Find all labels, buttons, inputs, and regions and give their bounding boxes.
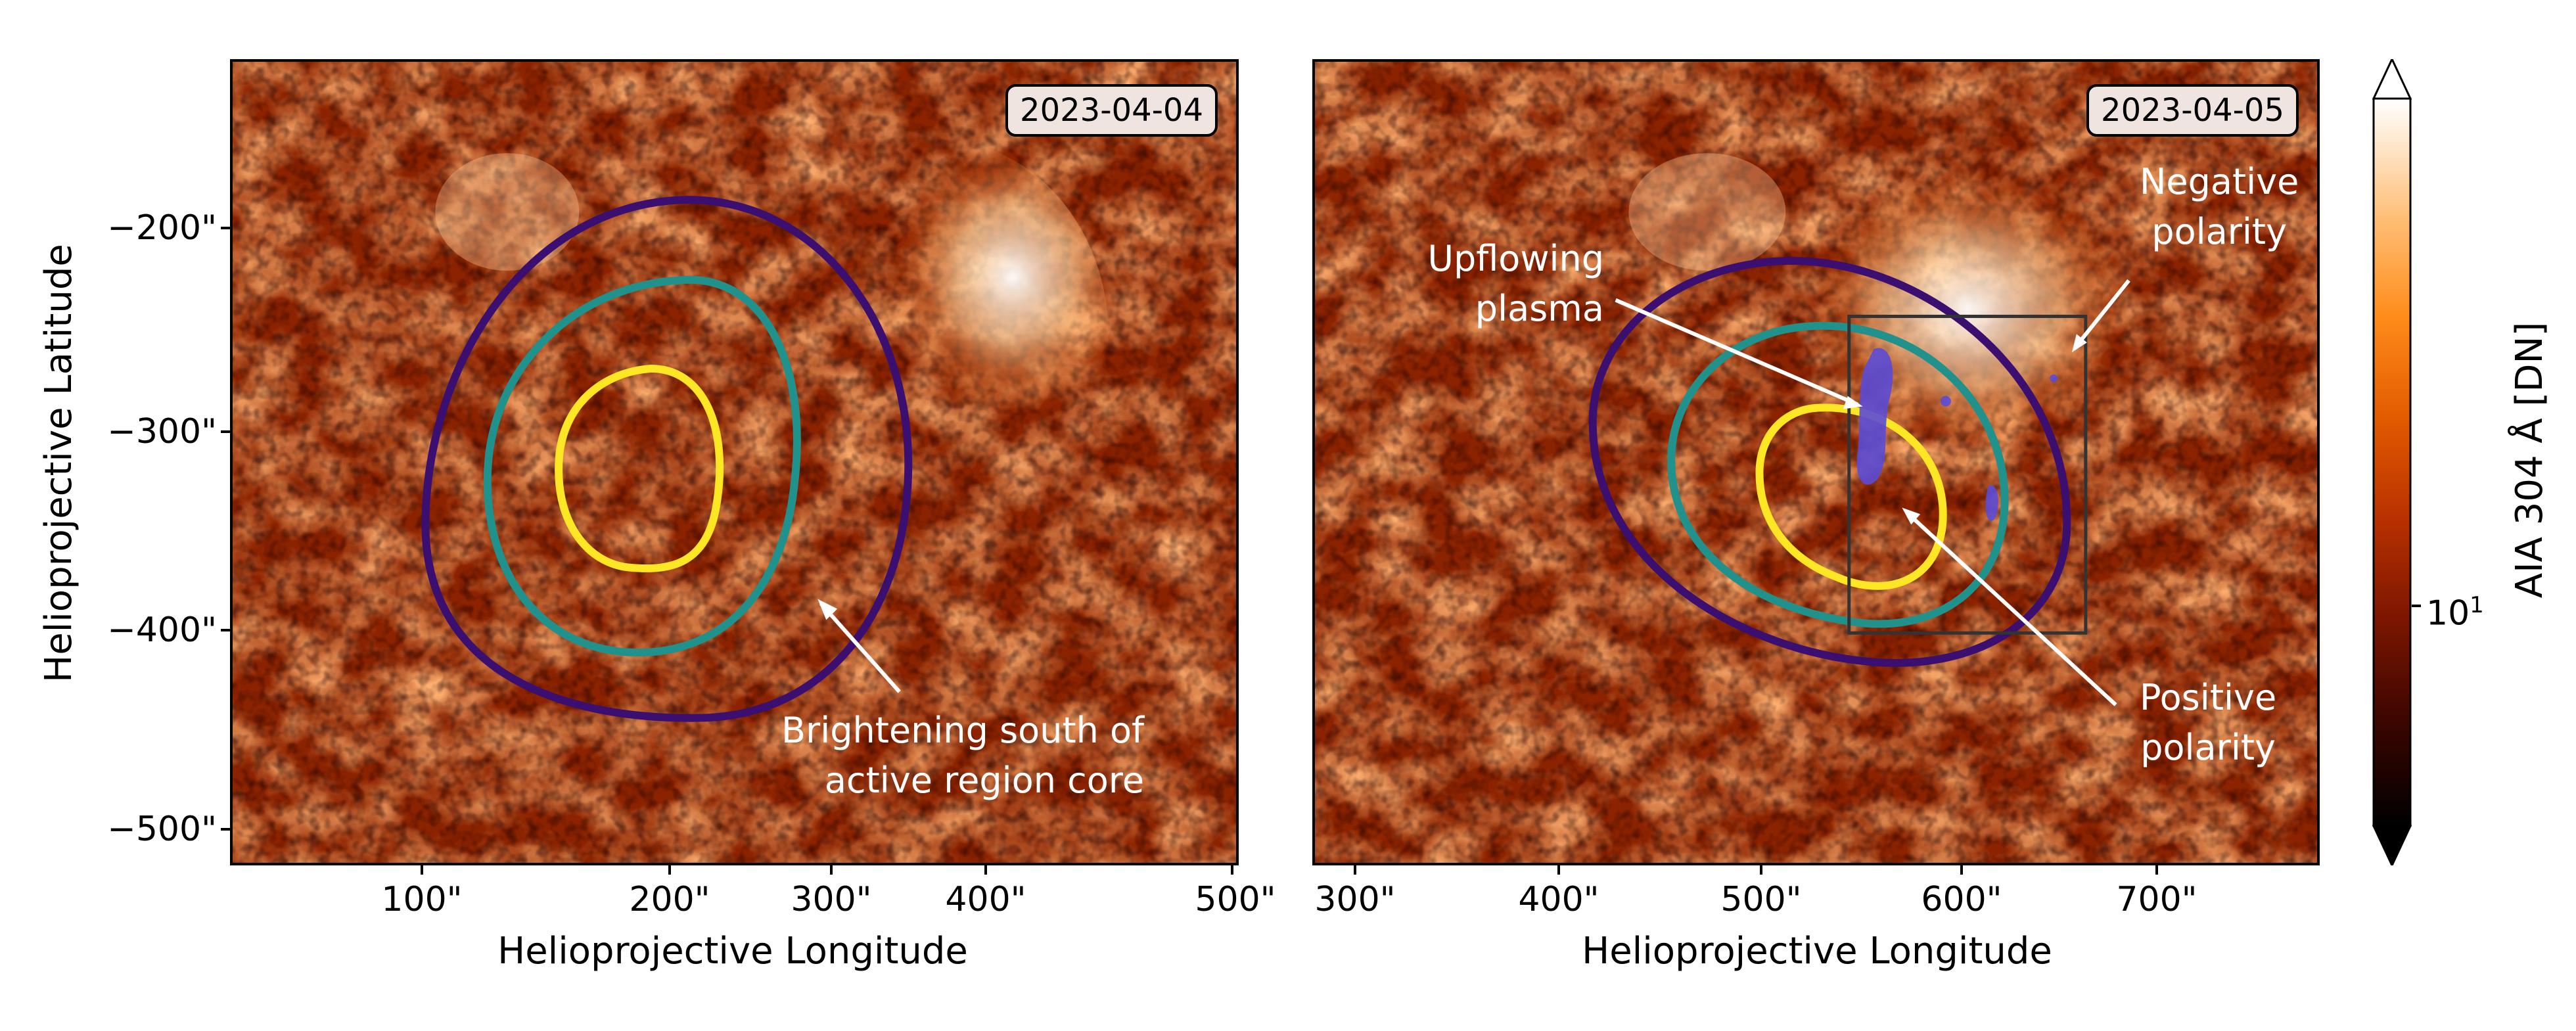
contour-inner-left <box>555 364 724 572</box>
x-axis-title-left: Helioprojective Longitude <box>497 930 968 973</box>
contour-outer-right <box>1588 257 2071 667</box>
x-tick-label-right: 500" <box>1720 880 1802 919</box>
upflow-region-dot-2 <box>2050 374 2058 382</box>
x-tick-label-left: 400" <box>945 880 1026 919</box>
date-badge-left: 2023-04-04 <box>1005 84 1218 137</box>
colorbar <box>2372 59 2412 865</box>
upflow-region-main <box>1856 348 1893 485</box>
y-tick-label: −200" <box>107 208 217 248</box>
upflow-region-east <box>1985 485 1998 521</box>
y-axis-title: Helioprojective Latitude <box>37 244 80 683</box>
x-tick-label-left: 300" <box>791 880 872 919</box>
annotation-arrow-upflow <box>1615 298 1858 407</box>
aia-304-image-right <box>1315 62 2317 863</box>
annotation-positive: Positive polarity <box>2140 677 2277 768</box>
annotation-upflowing: Upflowing plasma <box>1427 238 1604 329</box>
contour-middle-right <box>1667 321 2009 628</box>
x-tick-label-right: 700" <box>2116 880 2197 919</box>
x-tick-label-right: 600" <box>1921 880 2002 919</box>
annotation-negative: Negative polarity <box>2140 161 2299 252</box>
annotation-arrow-negative <box>2075 279 2130 348</box>
colorbar-tick-label: 101 <box>2426 592 2484 633</box>
annotation-arrow-left <box>819 602 901 693</box>
date-badge-right: 2023-04-05 <box>2086 84 2299 137</box>
annotation-brightening: Brightening south of active region core <box>781 710 1145 801</box>
contour-outer-left <box>421 196 913 722</box>
y-tick-label: −300" <box>107 412 217 451</box>
contour-middle-left <box>483 275 801 657</box>
x-tick-label-left: 500" <box>1195 880 1276 919</box>
x-tick-label-left: 100" <box>381 880 463 919</box>
y-tick-label: −400" <box>107 610 217 650</box>
map-panel-right: 2023-04-05 Upflowing plasma Negative pol… <box>1312 59 2320 865</box>
upflow-region-dot <box>1941 396 1951 407</box>
contour-inner-right <box>1755 403 1947 590</box>
colorbar-title: AIA 304 Å [DN] <box>2508 321 2551 599</box>
x-tick-label-left: 200" <box>629 880 710 919</box>
x-tick-label-right: 400" <box>1518 880 1599 919</box>
y-tick-label: −500" <box>107 810 217 849</box>
aia-304-image-left <box>233 62 1236 863</box>
region-box <box>1847 314 2088 635</box>
x-axis-title-right: Helioprojective Longitude <box>1582 930 2052 973</box>
map-panel-left: 2023-04-04 Brightening south of active r… <box>230 59 1239 865</box>
annotation-arrow-positive <box>1905 511 2117 706</box>
x-tick-label-right: 300" <box>1314 880 1396 919</box>
